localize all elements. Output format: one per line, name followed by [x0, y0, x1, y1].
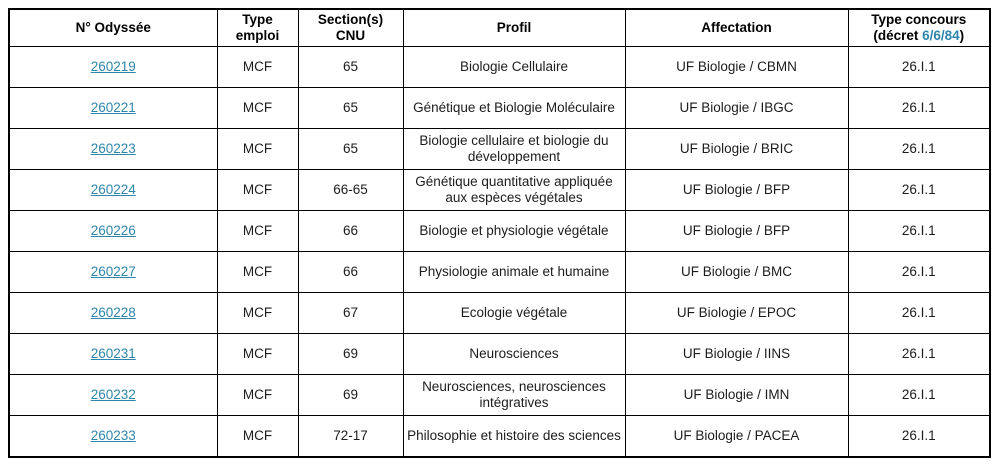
profil-cell: Biologie et physiologie végétale — [402, 210, 626, 252]
odyssee-cell: 260226 — [8, 210, 218, 252]
header-section-cnu: Section(s) CNU — [297, 8, 404, 47]
table-row: 260224 MCF 66-65 Génétique quantitative … — [8, 169, 991, 211]
type-concours-cell: 26.I.1 — [847, 415, 991, 457]
table-row: 260221 MCF 65 Génétique et Biologie Molé… — [8, 87, 991, 129]
type-emploi-cell: MCF — [216, 128, 299, 170]
odyssee-cell: 260223 — [8, 128, 218, 170]
header-type-concours-line1: Type concours — [871, 12, 967, 27]
odyssee-cell: 260221 — [8, 87, 218, 129]
odyssee-link[interactable]: 260228 — [90, 305, 136, 320]
profil-cell: Neurosciences — [402, 333, 626, 375]
odyssee-cell: 260231 — [8, 333, 218, 375]
header-type-emploi: Type emploi — [216, 8, 299, 47]
odyssee-link[interactable]: 260231 — [90, 346, 136, 361]
profil-cell: Ecologie végétale — [402, 292, 626, 334]
type-emploi-cell: MCF — [216, 374, 299, 416]
header-profil: Profil — [402, 8, 626, 47]
type-concours-cell: 26.I.1 — [847, 251, 991, 293]
affectation-cell: UF Biologie / PACEA — [624, 415, 849, 457]
section-cnu-cell: 72-17 — [297, 415, 404, 457]
table-row: 260231 MCF 69 Neurosciences UF Biologie … — [8, 333, 991, 375]
section-cnu-cell: 66-65 — [297, 169, 404, 211]
affectation-cell: UF Biologie / IINS — [624, 333, 849, 375]
odyssee-cell: 260219 — [8, 46, 218, 88]
odyssee-cell: 260228 — [8, 292, 218, 334]
type-concours-cell: 26.I.1 — [847, 46, 991, 88]
profil-cell: Biologie Cellulaire — [402, 46, 626, 88]
type-concours-cell: 26.I.1 — [847, 128, 991, 170]
affectation-cell: UF Biologie / BRIC — [624, 128, 849, 170]
header-affectation: Affectation — [624, 8, 849, 47]
type-emploi-cell: MCF — [216, 169, 299, 211]
type-emploi-cell: MCF — [216, 251, 299, 293]
odyssee-link[interactable]: 260233 — [90, 427, 136, 443]
type-emploi-cell: MCF — [216, 87, 299, 129]
section-cnu-cell: 65 — [297, 128, 404, 170]
odyssee-link[interactable]: 260219 — [90, 59, 136, 74]
table-row: 260226 MCF 66 Biologie et physiologie vé… — [8, 210, 991, 252]
type-concours-cell: 26.I.1 — [847, 169, 991, 211]
odyssee-link[interactable]: 260224 — [90, 182, 136, 197]
affectation-cell: UF Biologie / EPOC — [624, 292, 849, 334]
table-row: 260228 MCF 67 Ecologie végétale UF Biolo… — [8, 292, 991, 334]
type-concours-cell: 26.I.1 — [847, 292, 991, 334]
affectation-cell: UF Biologie / BFP — [624, 210, 849, 252]
odyssee-cell: 260224 — [8, 169, 218, 211]
odyssee-link[interactable]: 260223 — [90, 141, 136, 156]
section-cnu-cell: 66 — [297, 210, 404, 252]
affectation-cell: UF Biologie / IMN — [624, 374, 849, 416]
profil-cell: Physiologie animale et humaine — [402, 251, 626, 293]
odyssee-cell: 260227 — [8, 251, 218, 293]
section-cnu-cell: 65 — [297, 87, 404, 129]
profil-cell: Neurosciences, neurosciences intégrative… — [402, 374, 626, 416]
table-body: 260219 MCF 65 Biologie Cellulaire UF Bio… — [8, 46, 991, 457]
table-row: 260232 MCF 69 Neurosciences, neuroscienc… — [8, 374, 991, 416]
affectation-cell: UF Biologie / CBMN — [624, 46, 849, 88]
profil-cell: Génétique et Biologie Moléculaire — [402, 87, 626, 129]
section-cnu-cell: 69 — [297, 374, 404, 416]
affectation-cell: UF Biologie / IBGC — [624, 87, 849, 129]
header-type-concours: Type concours (décret 6/6/84) — [847, 8, 991, 47]
odyssee-link[interactable]: 260227 — [90, 264, 136, 279]
table-row: 260227 MCF 66 Physiologie animale et hum… — [8, 251, 991, 293]
odyssee-link[interactable]: 260232 — [90, 387, 136, 402]
profil-cell: Génétique quantitative appliquée aux esp… — [402, 169, 626, 211]
profil-cell: Philosophie et histoire des sciences — [402, 415, 626, 457]
decret-prefix: (décret — [873, 28, 923, 43]
type-emploi-cell: MCF — [216, 46, 299, 88]
table-row: 260223 MCF 65 Biologie cellulaire et bio… — [8, 128, 991, 170]
header-row: N° Odyssée Type emploi Section(s) CNU Pr… — [8, 8, 991, 47]
section-cnu-cell: 65 — [297, 46, 404, 88]
profil-cell: Biologie cellulaire et biologie du dével… — [402, 128, 626, 170]
type-emploi-cell: MCF — [216, 210, 299, 252]
affectation-cell: UF Biologie / BMC — [624, 251, 849, 293]
type-concours-cell: 26.I.1 — [847, 374, 991, 416]
section-cnu-cell: 67 — [297, 292, 404, 334]
type-emploi-cell: MCF — [216, 333, 299, 375]
section-cnu-cell: 66 — [297, 251, 404, 293]
section-cnu-cell: 69 — [297, 333, 404, 375]
decret-suffix: ) — [959, 28, 965, 43]
table-row: 260233 MCF 72-17 Philosophie et histoire… — [8, 415, 991, 457]
type-emploi-cell: MCF — [216, 292, 299, 334]
type-emploi-cell: MCF — [216, 415, 299, 457]
table-row: 260219 MCF 65 Biologie Cellulaire UF Bio… — [8, 46, 991, 88]
affectation-cell: UF Biologie / BFP — [624, 169, 849, 211]
odyssee-cell: 260233 — [8, 415, 218, 457]
odyssee-cell: 260232 — [8, 374, 218, 416]
decret-date-link[interactable]: 6/6/84 — [922, 28, 960, 43]
positions-table: N° Odyssée Type emploi Section(s) CNU Pr… — [8, 8, 991, 458]
header-odyssee: N° Odyssée — [8, 8, 218, 47]
odyssee-link[interactable]: 260226 — [90, 223, 136, 238]
odyssee-link[interactable]: 260221 — [90, 100, 136, 115]
type-concours-cell: 26.I.1 — [847, 333, 991, 375]
type-concours-cell: 26.I.1 — [847, 210, 991, 252]
type-concours-cell: 26.I.1 — [847, 87, 991, 129]
header-type-concours-line2: (décret 6/6/84) — [852, 28, 987, 44]
